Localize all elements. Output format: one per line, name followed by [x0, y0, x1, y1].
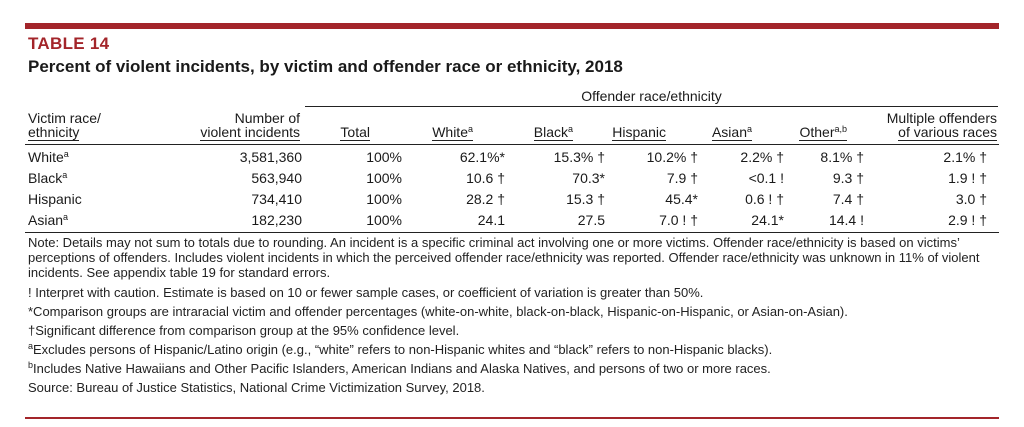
- body-rule: [25, 232, 999, 233]
- victim-race-cell: Blacka: [28, 169, 68, 186]
- note-a: aExcludes persons of Hispanic/Latino ori…: [28, 341, 773, 358]
- number-cell: 182,230: [251, 211, 302, 228]
- asian-cell: 24.1*: [751, 211, 784, 228]
- number-cell: 3,581,360: [239, 148, 302, 165]
- multi-cell: 1.9 ! †: [948, 169, 987, 186]
- black-cell: 70.3*: [572, 169, 605, 186]
- group-header-rule: [305, 106, 998, 107]
- table-row: Whitea 3,581,360 100% 62.1%* 15.3% † 10.…: [28, 146, 987, 167]
- number-header-line2: violent incidents: [200, 124, 300, 141]
- data-table: Whitea 3,581,360 100% 62.1%* 15.3% † 10.…: [28, 146, 987, 230]
- victim-race-cell: Whitea: [28, 148, 69, 165]
- other-cell: 14.4 !: [828, 211, 864, 228]
- asian-cell: 0.6 ! †: [745, 190, 784, 207]
- multi-header-line1: Multiple offenders: [886, 110, 997, 126]
- victim-header-line2: ethnicity: [28, 124, 80, 141]
- hispanic-cell: 7.9 †: [666, 169, 698, 186]
- other-cell: 8.1% †: [820, 148, 864, 165]
- white-cell: 62.1%*: [459, 148, 505, 165]
- total-header: Total: [340, 124, 370, 141]
- number-cell: 734,410: [251, 190, 302, 207]
- asian-header: Asiana: [711, 124, 752, 141]
- header-rule: [25, 144, 999, 145]
- victim-race-header: Victim race/ ethnicity: [28, 111, 101, 141]
- hispanic-cell: 10.2% †: [646, 148, 698, 165]
- hispanic-cell: 7.0 ! †: [659, 211, 698, 228]
- multi-cell: 3.0 †: [955, 190, 987, 207]
- white-header: Whitea: [432, 124, 473, 141]
- hispanic-header: Hispanic: [612, 124, 666, 141]
- multiple-offenders-header: Multiple offenders of various races: [887, 111, 997, 141]
- table-row: Asiana 182,230 100% 24.1 27.5 7.0 ! † 24…: [28, 209, 987, 230]
- white-cell: 28.2 †: [466, 190, 505, 207]
- black-header: Blacka: [533, 124, 573, 141]
- white-cell: 10.6 †: [466, 169, 505, 186]
- top-accent-rule: [25, 23, 999, 29]
- note-caution: ! Interpret with caution. Estimate is ba…: [28, 285, 704, 300]
- number-incidents-header: Number of violent incidents: [200, 111, 300, 141]
- total-cell: 100%: [366, 169, 402, 186]
- table-number: TABLE 14: [28, 34, 110, 53]
- note-main: Note: Details may not sum to totals due …: [28, 235, 980, 280]
- note-significant: †Significant difference from comparison …: [28, 323, 460, 338]
- number-cell: 563,940: [251, 169, 302, 186]
- black-cell: 15.3 †: [566, 190, 605, 207]
- asian-cell: 2.2% †: [740, 148, 784, 165]
- black-cell: 27.5: [577, 211, 605, 228]
- other-header: Othera,b: [799, 124, 847, 141]
- other-cell: 9.3 †: [832, 169, 864, 186]
- number-header-line1: Number of: [234, 110, 300, 126]
- note-comparison: *Comparison groups are intraracial victi…: [28, 304, 848, 319]
- victim-race-cell: Hispanic: [28, 190, 82, 207]
- note-b: bIncludes Native Hawaiians and Other Pac…: [28, 360, 771, 377]
- table-row: Hispanic 734,410 100% 28.2 † 15.3 † 45.4…: [28, 188, 987, 209]
- total-cell: 100%: [366, 211, 402, 228]
- table-notes: Note: Details may not sum to totals due …: [28, 235, 996, 399]
- victim-header-line1: Victim race/: [28, 110, 101, 126]
- white-cell: 24.1: [477, 211, 505, 228]
- total-cell: 100%: [366, 148, 402, 165]
- note-source: Source: Bureau of Justice Statistics, Na…: [28, 380, 485, 395]
- bottom-accent-rule: [25, 417, 999, 419]
- table-title: Percent of violent incidents, by victim …: [28, 57, 623, 76]
- black-cell: 15.3% †: [553, 148, 605, 165]
- asian-cell: <0.1 !: [748, 169, 784, 186]
- multi-header-line2: of various races: [898, 124, 997, 141]
- multi-cell: 2.1% †: [943, 148, 987, 165]
- total-cell: 100%: [366, 190, 402, 207]
- table-row: Blacka 563,940 100% 10.6 † 70.3* 7.9 † <…: [28, 167, 987, 188]
- victim-race-cell: Asiana: [28, 211, 69, 228]
- multi-cell: 2.9 ! †: [948, 211, 987, 228]
- hispanic-cell: 45.4*: [665, 190, 698, 207]
- offender-group-header: Offender race/ethnicity: [581, 88, 722, 104]
- other-cell: 7.4 †: [832, 190, 864, 207]
